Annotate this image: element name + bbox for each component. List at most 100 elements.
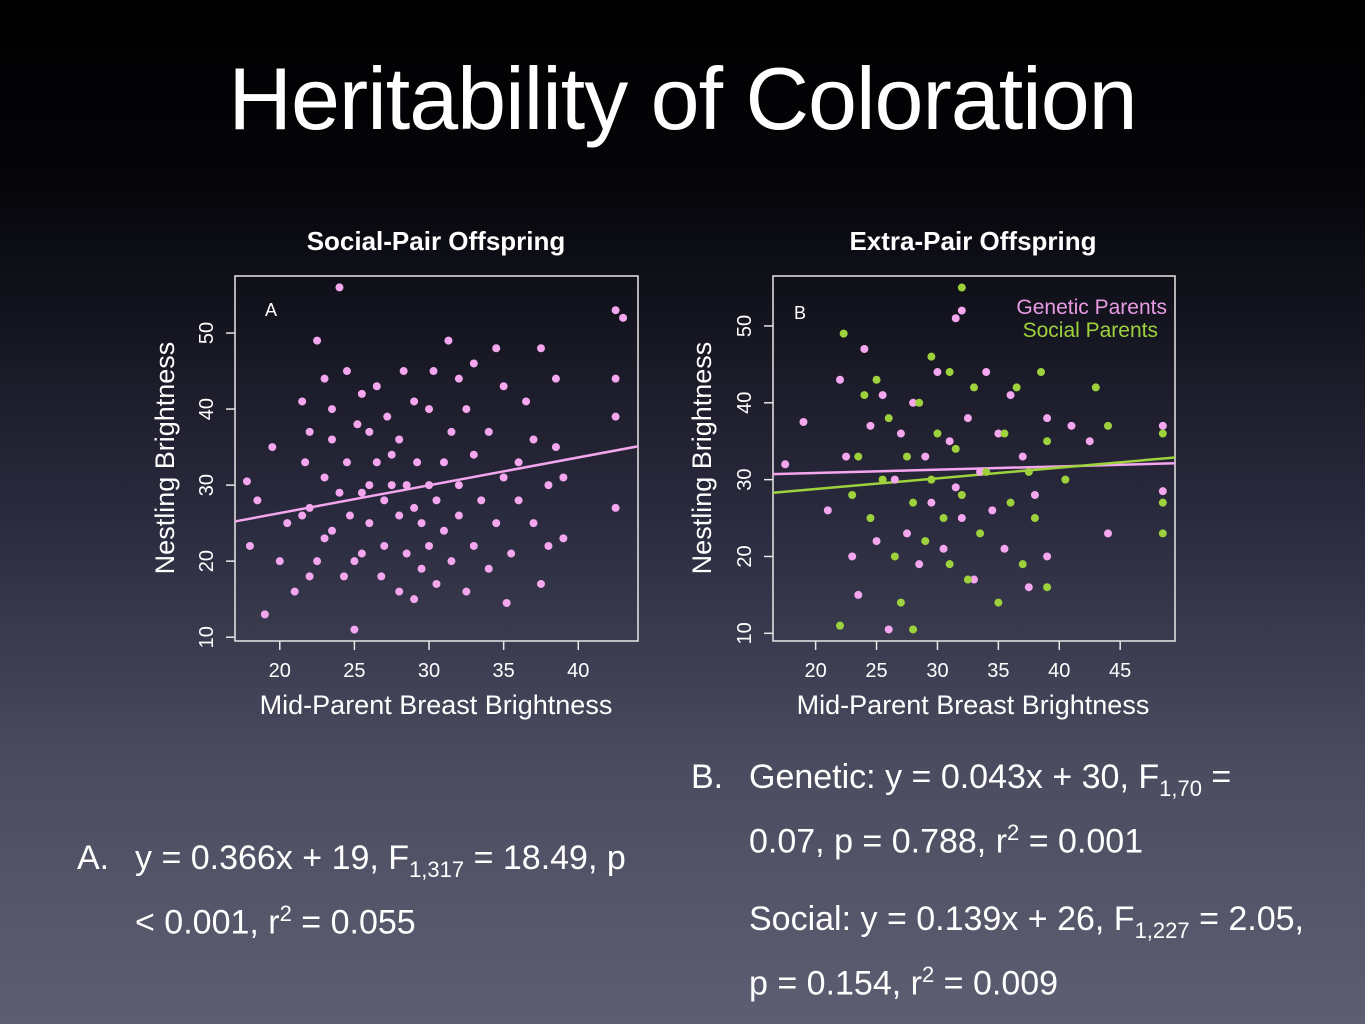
data-point — [477, 496, 486, 505]
data-point — [469, 359, 478, 368]
data-point — [836, 375, 844, 384]
x-tick-label: 25 — [343, 660, 365, 682]
data-point — [372, 458, 381, 467]
y-tick-label: 40 — [196, 398, 218, 420]
data-point — [313, 336, 322, 345]
data-point — [903, 452, 911, 461]
y-tick-label: 30 — [196, 474, 218, 496]
data-point — [335, 283, 344, 292]
data-point — [836, 621, 844, 630]
data-point — [432, 579, 441, 588]
data-point — [559, 473, 568, 482]
y-tick-label: 30 — [734, 469, 756, 491]
data-point — [781, 460, 790, 469]
regression-lines — [772, 456, 1176, 494]
data-point — [383, 412, 392, 421]
data-point — [957, 306, 966, 315]
data-point — [619, 313, 628, 322]
data-point — [939, 514, 948, 523]
data-point — [951, 314, 960, 323]
data-point — [1061, 475, 1070, 484]
y-tick-label: 40 — [734, 392, 756, 414]
data-point — [872, 537, 881, 546]
data-point — [884, 625, 893, 634]
data-point — [611, 306, 620, 315]
data-point — [469, 450, 478, 459]
data-point — [484, 564, 493, 573]
data-point — [1030, 491, 1039, 499]
caption-b-genetic: Genetic: y = 0.043x + 30, F1,70 = 0.07, … — [749, 755, 1269, 863]
data-point — [1043, 437, 1052, 446]
data-point — [425, 541, 434, 550]
data-point — [484, 427, 493, 436]
data-point — [372, 382, 381, 391]
data-point — [335, 488, 344, 497]
x-tick-label: 40 — [567, 660, 589, 682]
y-tick-label: 20 — [734, 545, 756, 567]
data-point — [1012, 383, 1021, 392]
data-point — [988, 506, 997, 515]
data-point — [353, 420, 362, 429]
legend-social-parents: Social Parents — [1023, 319, 1158, 342]
y-tick-label: 10 — [196, 626, 218, 648]
data-point — [529, 435, 538, 444]
data-point — [915, 398, 924, 407]
y-tick-label: 50 — [734, 315, 756, 337]
data-point — [345, 511, 354, 520]
data-point — [994, 429, 1003, 438]
data-point — [342, 367, 351, 376]
data-point — [945, 437, 954, 446]
data-point — [994, 598, 1003, 607]
data-point — [507, 549, 516, 558]
caption-subscript: 1,317 — [409, 856, 465, 882]
data-point — [454, 374, 463, 383]
data-point — [268, 443, 277, 452]
chart-title: Social-Pair Offspring — [307, 226, 566, 256]
data-point — [976, 467, 985, 476]
data-point — [439, 526, 448, 535]
data-point — [444, 336, 453, 345]
x-tick-label: 40 — [1048, 660, 1070, 682]
data-point — [328, 405, 337, 414]
data-point — [298, 397, 307, 406]
data-point — [1043, 552, 1052, 561]
data-point — [357, 549, 366, 558]
caption-text: = 0.055 — [291, 903, 416, 942]
data-point — [1158, 429, 1167, 438]
data-point — [410, 503, 419, 512]
data-point — [872, 375, 881, 384]
data-point — [1024, 583, 1033, 592]
data-point — [536, 344, 545, 353]
data-point — [425, 405, 434, 414]
caption-subscript: 1,70 — [1159, 775, 1202, 801]
x-tick-label: 30 — [926, 660, 948, 682]
regression-line — [772, 462, 1176, 476]
data-point — [377, 572, 386, 581]
data-point — [429, 367, 438, 376]
data-point — [242, 477, 251, 486]
caption-subscript: 1,227 — [1134, 917, 1190, 943]
data-point — [878, 475, 887, 484]
data-point — [839, 329, 848, 338]
data-point — [320, 473, 329, 482]
data-point — [425, 481, 434, 490]
data-point — [854, 590, 863, 599]
data-point — [951, 483, 960, 492]
x-tick-label: 25 — [865, 660, 887, 682]
data-point — [903, 529, 911, 538]
data-point — [982, 467, 991, 476]
data-point — [313, 557, 322, 566]
data-point — [387, 450, 396, 459]
data-point — [799, 418, 808, 426]
data-point — [896, 598, 905, 607]
data-point — [529, 519, 538, 528]
data-point — [413, 458, 422, 467]
data-point — [921, 452, 930, 461]
data-point — [1085, 437, 1094, 446]
data-point — [432, 496, 441, 505]
regression-line — [772, 456, 1176, 494]
y-tick-label: 10 — [734, 622, 756, 644]
data-point — [305, 427, 314, 436]
data-point — [502, 598, 511, 607]
